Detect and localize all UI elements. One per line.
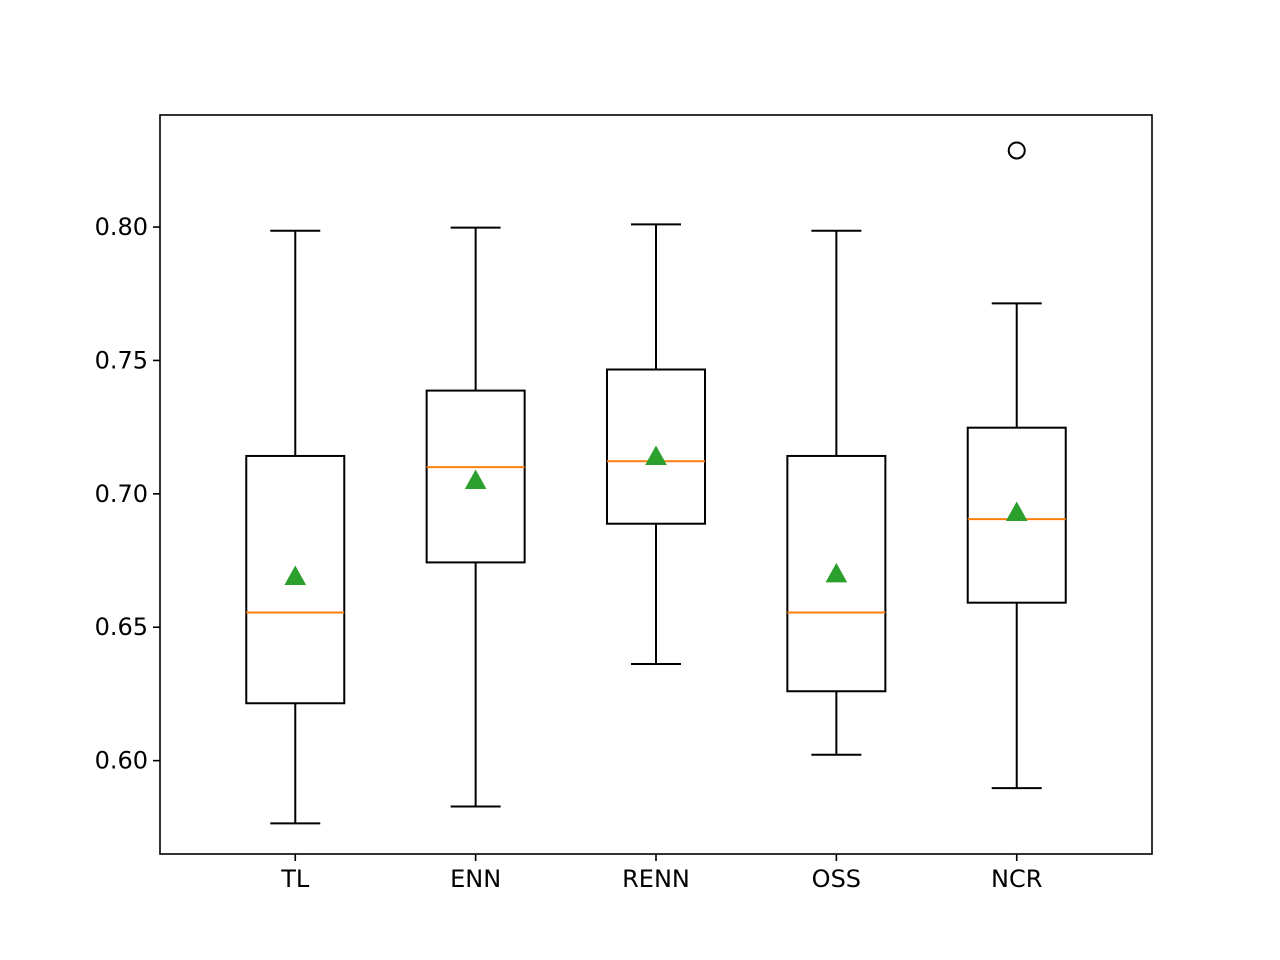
y-tick-label: 0.60 <box>95 747 148 775</box>
plot-area <box>245 141 1067 825</box>
y-tick-label: 0.80 <box>95 213 148 241</box>
iqr-box <box>245 454 346 705</box>
x-tick-label: NCR <box>991 865 1042 893</box>
mean-marker <box>284 565 307 586</box>
mean-marker <box>645 445 667 465</box>
x-tick-label: RENN <box>622 865 690 893</box>
axes-frame <box>159 114 1153 855</box>
y-tick-label: 0.70 <box>95 480 148 508</box>
box-group-ncr <box>966 141 1067 790</box>
x-tick-label: OSS <box>812 865 861 893</box>
box-group-enn <box>425 226 526 808</box>
iqr-box <box>425 389 526 564</box>
mean-marker <box>825 562 848 583</box>
y-tick-label: 0.75 <box>95 346 148 374</box>
box-group-tl <box>245 229 346 825</box>
mean-marker <box>1005 501 1028 522</box>
x-tick-label: TL <box>280 865 310 893</box>
outlier-point <box>1007 141 1026 160</box>
y-tick-label: 0.65 <box>95 613 148 641</box>
box-group-oss <box>786 229 887 756</box>
mean-marker <box>464 469 487 489</box>
box-group-renn <box>606 223 706 666</box>
iqr-box <box>786 454 887 693</box>
iqr-box <box>966 426 1067 604</box>
y-axis: 0.60 0.65 0.70 0.75 0.80 <box>95 213 160 775</box>
iqr-box <box>606 368 706 525</box>
x-axis: TL ENN RENN OSS NCR <box>280 854 1042 893</box>
x-tick-label: ENN <box>450 865 501 893</box>
